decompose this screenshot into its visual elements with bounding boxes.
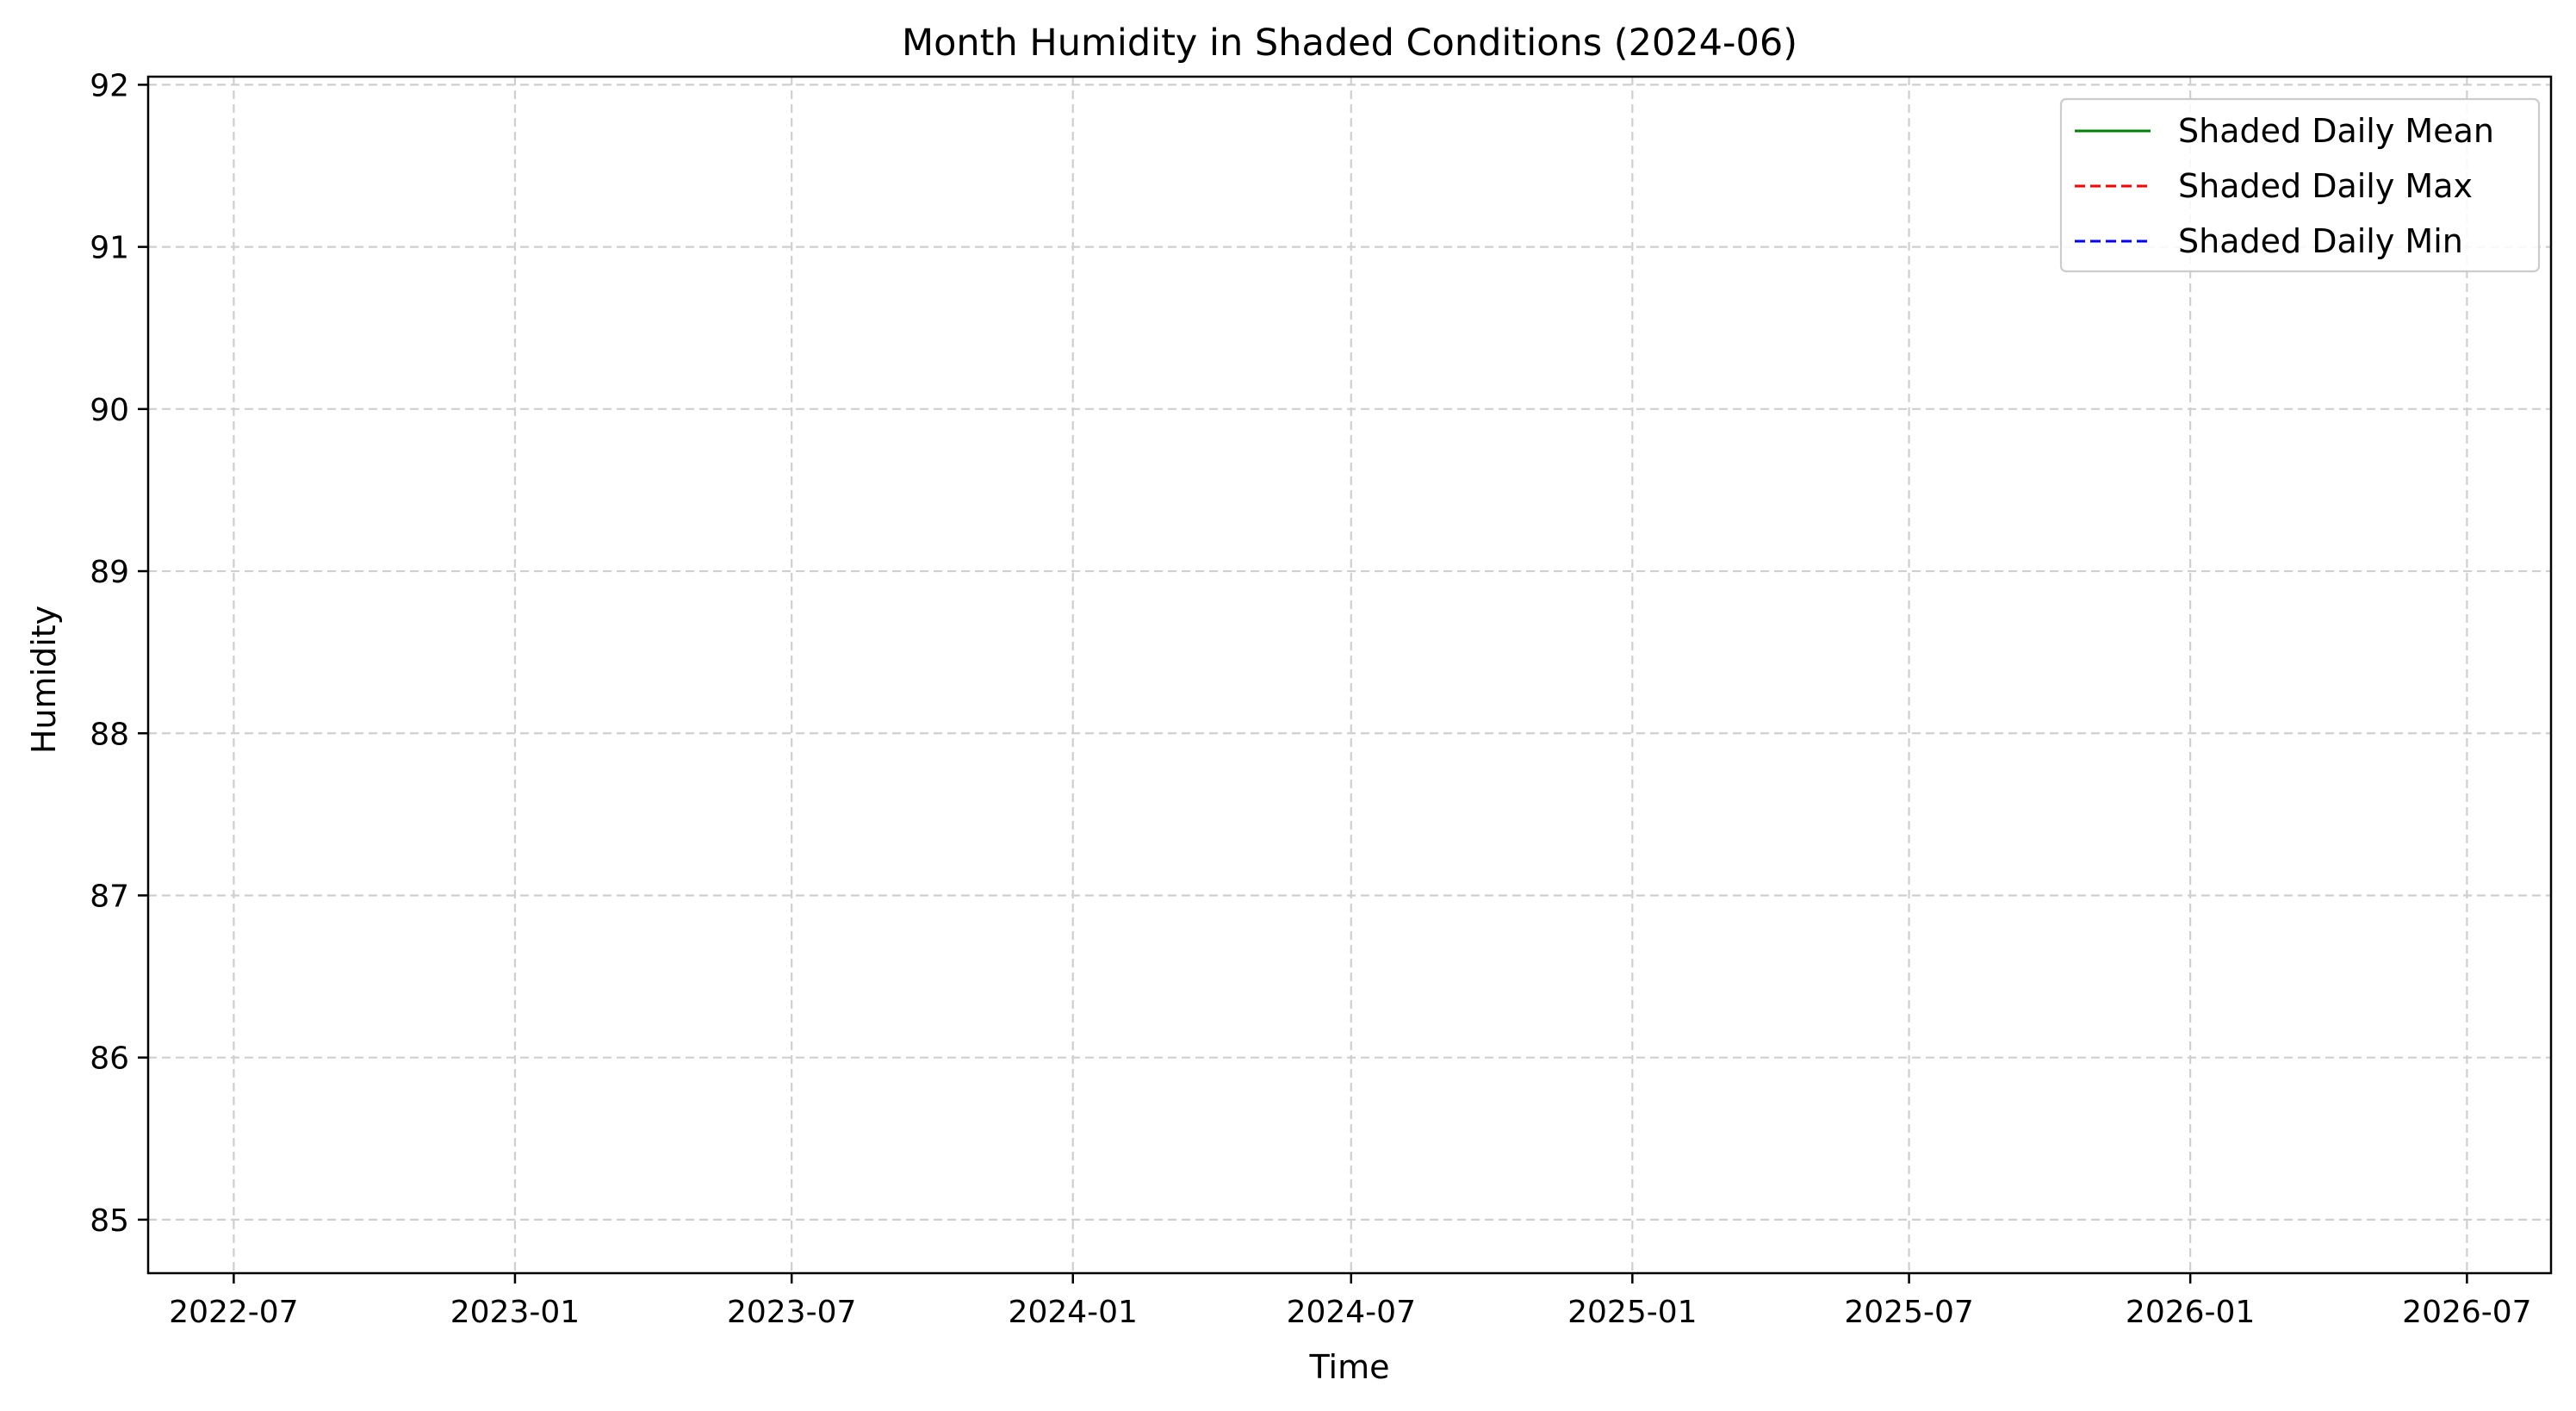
x-tick-label: 2026-01: [2126, 1295, 2255, 1330]
y-tick-label: 90: [90, 393, 129, 428]
x-tick-label: 2024-01: [1009, 1295, 1138, 1330]
x-tick-label: 2026-07: [2402, 1295, 2531, 1330]
y-tick-label: 89: [90, 555, 129, 590]
y-tick-label: 86: [90, 1041, 129, 1077]
grid-layer: [148, 77, 2551, 1273]
y-tick-label: 88: [90, 717, 129, 752]
legend-label: Shaded Daily Min: [2178, 222, 2463, 260]
x-tick-label: 2023-07: [727, 1295, 856, 1330]
y-tick-label: 91: [90, 231, 129, 266]
x-tick-label: 2025-07: [1844, 1295, 1973, 1330]
legend: Shaded Daily Mean Shaded Daily Max Shaded …: [2059, 97, 2541, 273]
x-tick-label: 2025-01: [1567, 1295, 1697, 1330]
chart-title: Month Humidity in Shaded Conditions (202…: [902, 22, 1797, 65]
legend-box: [2059, 97, 2541, 273]
x-tick-label: 2022-07: [169, 1295, 298, 1330]
legend-label: Shaded Daily Max: [2178, 167, 2473, 205]
legend-label: Shaded Daily Mean: [2178, 112, 2494, 150]
y-tick-label: 85: [90, 1203, 129, 1239]
x-tick-label: 2024-07: [1287, 1295, 1416, 1330]
y-axis-label: Humidity: [25, 606, 63, 754]
y-axis: 85 86 87 88 89 90 91 92: [90, 68, 148, 1239]
x-axis: 2022-07 2023-01 2023-07 2024-01 2024-07 2025-…: [169, 1273, 2532, 1330]
y-tick-label: 87: [90, 879, 129, 914]
y-tick-label: 92: [90, 68, 129, 103]
plot-frame: [146, 75, 2553, 1275]
x-tick-label: 2023-01: [450, 1295, 580, 1330]
x-axis-label: Time: [1309, 1348, 1390, 1386]
